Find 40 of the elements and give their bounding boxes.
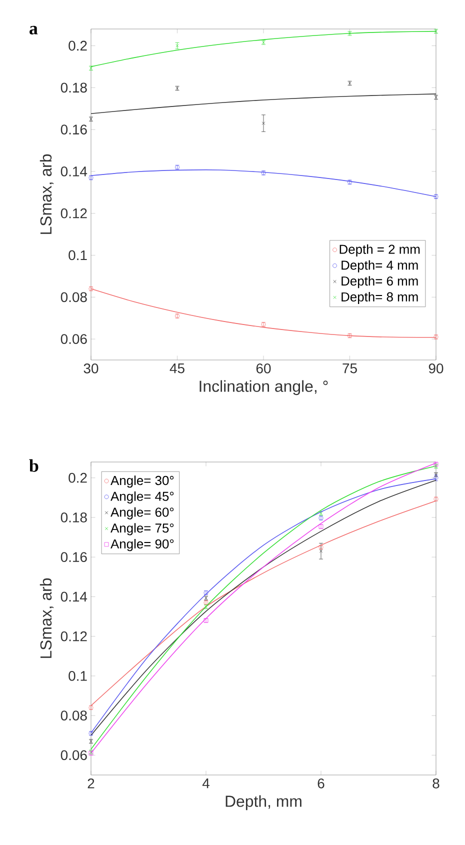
y-tick-label: 0.12 (60, 208, 87, 218)
x-tick-label: 30 (84, 364, 98, 374)
legend-label: Angle= 75° (110, 523, 174, 536)
x-tick-label: 4 (202, 778, 210, 788)
legend-label: Depth= 4 mm (342, 260, 418, 272)
y-tick-label: 0.2 (68, 40, 87, 51)
x-tick-label: 2 (88, 778, 94, 788)
y-axis-title: LSmax, arb (40, 154, 54, 234)
y-tick-label: 0.18 (60, 512, 87, 522)
legend-label: Depth= 6 mm (342, 276, 418, 288)
y-tick-label: 0.16 (60, 552, 87, 562)
x-axis-title: Depth, mm (226, 795, 302, 810)
y-tick-label: 0.08 (60, 292, 87, 302)
y-tick-label: 0.14 (60, 166, 88, 176)
x-tick-label: 60 (256, 364, 271, 374)
y-tick-label: 0.16 (60, 124, 87, 134)
legend-label: Angle= 30° (110, 476, 174, 488)
y-tick-label: 0.12 (60, 631, 87, 642)
y-tick-label: 0.06 (60, 334, 87, 344)
y-tick-label: 0.2 (68, 472, 87, 483)
y-tick-label: 0.1 (68, 670, 87, 681)
x-tick-label: 45 (170, 364, 184, 374)
chart-title: b (29, 459, 38, 472)
legend-label: Angle= 45° (110, 491, 174, 504)
x-tick-label: 90 (428, 364, 444, 374)
y-tick-label: 0.14 (60, 592, 88, 602)
x-tick-label: 8 (432, 778, 440, 788)
y-tick-label: 0.1 (68, 250, 87, 260)
legend-label: Depth= 8 mm (342, 292, 418, 304)
legend-label: Depth = 2 mm (340, 244, 420, 256)
x-axis-title: Inclination angle, ° (200, 380, 328, 396)
legend-label: Angle= 60° (110, 507, 174, 520)
y-tick-label: 0.08 (60, 710, 87, 720)
legend-label: Angle= 90° (110, 539, 174, 552)
chart-title: a (30, 26, 38, 34)
y-axis-title: LSmax, arb (40, 578, 54, 658)
x-tick-label: 6 (318, 778, 324, 788)
y-tick-label: 0.06 (60, 750, 87, 760)
x-tick-label: 75 (342, 364, 357, 374)
y-tick-label: 0.18 (60, 82, 87, 93)
